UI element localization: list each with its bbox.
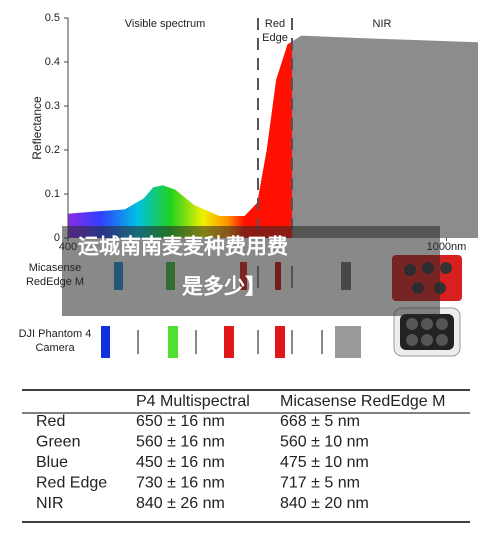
region-label: Red bbox=[265, 18, 285, 30]
table-cell: Red bbox=[36, 413, 65, 430]
column-header: Micasense RedEdge M bbox=[280, 393, 445, 410]
table: P4 Multispectral Micasense RedEdge M Red 65… bbox=[22, 389, 470, 523]
band bbox=[275, 326, 285, 358]
table-cell: Blue bbox=[36, 454, 68, 471]
y-tick-label: 0 bbox=[54, 232, 60, 244]
table-cell: 668 ± 5 nm bbox=[280, 413, 360, 430]
region-label: Edge bbox=[262, 32, 288, 44]
table-cell: 840 ± 20 nm bbox=[280, 495, 369, 512]
table-cell: NIR bbox=[36, 495, 64, 512]
table-cell: 730 ± 16 nm bbox=[136, 475, 225, 492]
table-cell: 840 ± 26 nm bbox=[136, 495, 225, 512]
table-cell: 650 ± 16 nm bbox=[136, 413, 225, 430]
band bbox=[224, 326, 234, 358]
band bbox=[335, 326, 361, 358]
y-tick-label: 0.1 bbox=[45, 188, 60, 200]
band bbox=[168, 326, 178, 358]
camera-icon bbox=[393, 307, 461, 357]
column-header: P4 Multispectral bbox=[136, 393, 250, 410]
y-tick-label: 0.2 bbox=[45, 144, 60, 156]
table-cell: Green bbox=[36, 434, 80, 451]
table-cell: 560 ± 10 nm bbox=[280, 434, 369, 451]
spectrum-chart: 00.10.20.30.40.54001000nmReflectance bbox=[30, 12, 478, 253]
y-tick-label: 0.4 bbox=[45, 56, 60, 68]
area bbox=[68, 35, 478, 238]
overlay-band bbox=[62, 226, 440, 316]
row-label: DJI Phantom 4 bbox=[19, 328, 92, 340]
table-cell: 717 ± 5 nm bbox=[280, 475, 360, 492]
overlay-text: 是多少】 bbox=[182, 275, 266, 299]
y-axis-label: Reflectance bbox=[30, 96, 44, 160]
y-tick-label: 0.5 bbox=[45, 12, 60, 24]
table-cell: Red Edge bbox=[36, 475, 107, 492]
region-label: Visible spectrum bbox=[125, 18, 206, 30]
region-label: NIR bbox=[373, 18, 392, 30]
table-cell: 450 ± 16 nm bbox=[136, 454, 225, 471]
y-tick-label: 0.3 bbox=[45, 100, 60, 112]
table-cell: 560 ± 16 nm bbox=[136, 434, 225, 451]
band bbox=[101, 326, 110, 358]
overlay-text: 运城南南麦麦种费用费 bbox=[78, 235, 288, 259]
row-label: Camera bbox=[35, 342, 75, 354]
table-cell: 475 ± 10 nm bbox=[280, 454, 369, 471]
